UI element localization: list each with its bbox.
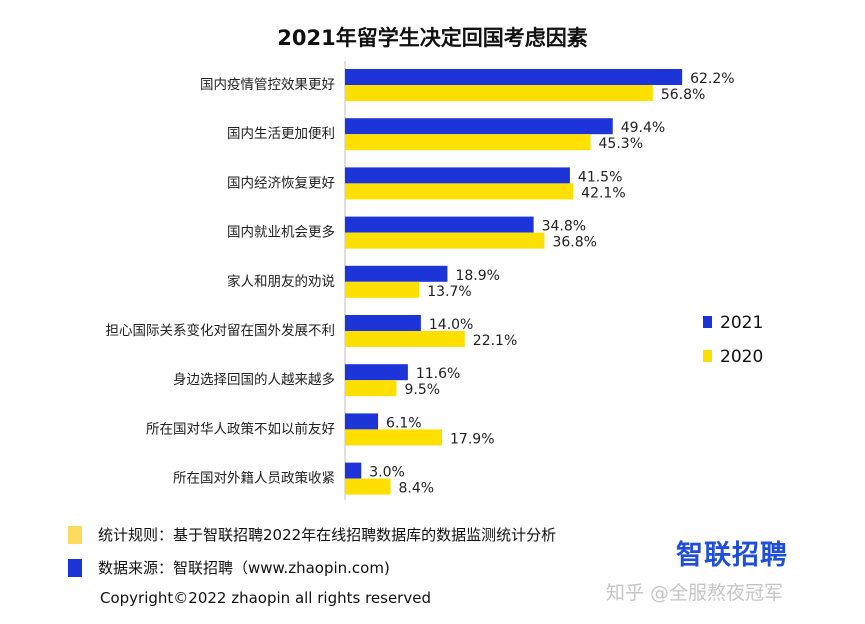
data-label-2020: 56.8% xyxy=(661,87,705,103)
category-label: 国内就业机会更多 xyxy=(227,224,335,241)
category-label: 国内经济恢复更好 xyxy=(227,174,335,191)
data-label-2020: 22.1% xyxy=(473,333,517,349)
bar-2021 xyxy=(345,69,683,85)
bar-2021 xyxy=(345,216,534,233)
bar-2020 xyxy=(345,331,465,347)
footer-source-text: 数据来源：智联招聘（www.zhaopin.com) xyxy=(98,559,390,577)
category-label: 所在国对华人政策不如以前友好 xyxy=(146,420,335,437)
legend-swatch-2020 xyxy=(703,350,712,362)
bar-2020 xyxy=(345,134,591,151)
data-label-2021: 6.1% xyxy=(386,415,422,431)
footer-source-swatch xyxy=(68,558,82,577)
bar-2020 xyxy=(345,429,443,446)
category-label: 家人和朋友的劝说 xyxy=(227,273,335,290)
footer-rule-text: 统计规则：基于智联招聘2022年在线招聘数据库的数据监测统计分析 xyxy=(98,526,557,544)
data-label-2021: 18.9% xyxy=(455,268,499,284)
bar-2021 xyxy=(345,167,570,184)
bars-layer: 国内疫情管控效果更好 62.2%56.8% 国内生活更加便利 49.4%45.3% 国内… xyxy=(106,61,735,500)
legend-label-2020: 2020 xyxy=(720,347,763,367)
chart-title: 2021年留学生决定回国考虑因素 xyxy=(277,26,588,50)
copyright-notice: Copyright©2022 zhaopin all rights reserv… xyxy=(100,589,431,607)
bar-2021 xyxy=(345,413,379,430)
footer-source: 数据来源：智联招聘（www.zhaopin.com) xyxy=(68,557,390,578)
bar-2020 xyxy=(345,232,545,249)
bar-2021 xyxy=(345,118,613,135)
category-label: 担心国际关系变化对留在国外发展不利 xyxy=(106,323,336,339)
category-label: 国内生活更加便利 xyxy=(227,126,335,142)
data-label-2020: 8.4% xyxy=(399,481,435,497)
legend-label-2021: 2021 xyxy=(720,313,763,333)
bar-2021 xyxy=(345,315,421,331)
legend: 2021 2020 xyxy=(703,313,763,367)
bar-2021 xyxy=(345,364,408,381)
category-label: 所在国对外籍人员政策收紧 xyxy=(173,470,335,487)
data-label-2021: 3.0% xyxy=(369,465,405,481)
bar-2020 xyxy=(345,478,391,495)
category-label: 身边选择回国的人越来越多 xyxy=(173,371,335,388)
data-label-2021: 14.0% xyxy=(429,317,473,333)
data-label-2020: 13.7% xyxy=(427,284,471,300)
zhaopin-logo: 智联招聘 xyxy=(676,540,788,571)
data-label-2021: 62.2% xyxy=(690,71,734,87)
category-label: 国内疫情管控效果更好 xyxy=(200,77,335,93)
data-label-2021: 41.5% xyxy=(578,169,622,185)
bar-2021 xyxy=(345,462,362,479)
data-label-2021: 34.8% xyxy=(542,219,586,235)
bar-2020 xyxy=(345,85,653,101)
legend-swatch-2021 xyxy=(703,316,712,328)
data-label-2020: 45.3% xyxy=(599,136,643,152)
bar-2020 xyxy=(345,380,397,397)
footer-rule-swatch xyxy=(68,525,82,544)
bar-2021 xyxy=(345,265,448,282)
bar-2020 xyxy=(345,183,574,200)
data-label-2020: 42.1% xyxy=(581,185,625,201)
data-label-2020: 17.9% xyxy=(450,431,494,447)
data-label-2021: 49.4% xyxy=(621,120,665,136)
data-label-2020: 36.8% xyxy=(552,235,596,251)
bar-2020 xyxy=(345,281,420,298)
footer-rule: 统计规则：基于智联招聘2022年在线招聘数据库的数据监测统计分析 xyxy=(68,524,556,545)
data-label-2021: 11.6% xyxy=(416,366,460,382)
watermark: 知乎 @全服熬夜冠军 xyxy=(606,582,784,604)
data-label-2020: 9.5% xyxy=(404,382,440,398)
